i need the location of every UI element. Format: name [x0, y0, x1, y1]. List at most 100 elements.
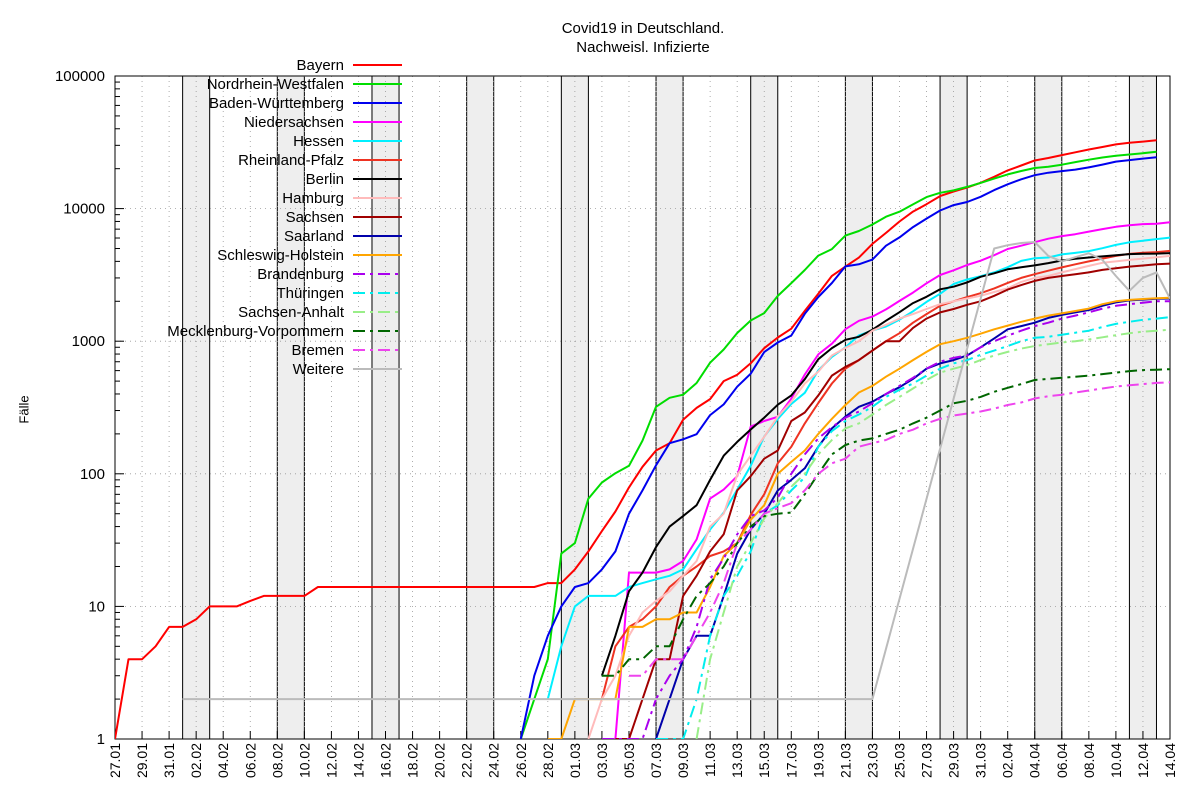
legend-label: Hessen [293, 133, 344, 150]
series-line-hamburg [587, 254, 1170, 739]
x-tick-label: 23.03 [864, 743, 880, 778]
legend-label: Baden-Württemberg [209, 95, 344, 112]
plot-frame [114, 75, 1171, 740]
legend-label: Nordrhein-Westfalen [207, 76, 344, 93]
x-tick-label: 22.02 [459, 743, 475, 778]
x-tick-label: 03.03 [594, 743, 610, 778]
x-tick-label: 07.03 [648, 743, 664, 778]
weekend-band [1129, 76, 1157, 739]
y-axis-ticks: 1 10 100 1000 10000 100000 [55, 68, 124, 748]
legend-label: Weitere [293, 361, 344, 378]
chart-subtitle: Nachweisl. Infizierte [576, 39, 710, 56]
series-line-rheinland-pfalz [600, 249, 1170, 700]
x-tick-label: 27.03 [919, 743, 935, 778]
series-line-berlin [600, 252, 1170, 677]
legend-label: Thüringen [276, 285, 344, 302]
data-series [115, 139, 1170, 739]
weekend-band [466, 76, 494, 739]
y-tick-label: 10000 [63, 201, 105, 218]
x-tick-label: 21.03 [837, 743, 853, 778]
series-line-weitere [182, 241, 1170, 701]
legend-label: Rheinland-Pfalz [238, 152, 344, 169]
x-tick-label: 06.02 [242, 743, 258, 778]
series-line-nordrhein-westfalen [519, 150, 1157, 739]
series-line-schleswig-holstein [547, 296, 1170, 739]
x-tick-label: 10.02 [296, 743, 312, 778]
x-tick-label: 13.03 [729, 743, 745, 778]
legend-label: Bremen [291, 342, 344, 359]
series-line-sachsen [615, 262, 1170, 739]
x-tick-label: 08.02 [269, 743, 285, 778]
legend-label: Berlin [306, 171, 344, 188]
x-tick-label: 12.04 [1135, 743, 1151, 778]
x-tick-label: 29.01 [134, 743, 150, 778]
x-tick-label: 20.02 [432, 743, 448, 778]
legend-label: Brandenburg [257, 266, 344, 283]
weekend-band [277, 76, 305, 739]
series-line-mecklenburg-vorpommern [601, 368, 1170, 677]
chart-title: Covid19 in Deutschland. [561, 20, 725, 37]
x-tick-label: 25.03 [891, 743, 907, 778]
weekend-band [182, 76, 210, 739]
x-tick-label: 18.02 [405, 743, 421, 778]
series-line-sachsen-anhalt [695, 328, 1170, 739]
series-line-bremen [629, 381, 1170, 677]
x-axis-ticks: 27.01 29.01 31.01 02.02 04.02 06.02 08.02 10.02… [107, 731, 1178, 778]
vertical-grid [114, 76, 1171, 739]
x-tick-label: 09.03 [675, 743, 691, 778]
x-tick-label: 14.04 [1162, 743, 1178, 778]
plot-border [114, 75, 1171, 740]
legend-label: Schleswig-Holstein [217, 247, 344, 264]
x-tick-label: 11.03 [702, 743, 718, 777]
x-tick-label: 16.02 [378, 743, 394, 778]
legend-label: Saarland [284, 228, 344, 245]
x-tick-label: 27.01 [107, 743, 123, 778]
x-tick-label: 31.03 [973, 743, 989, 778]
x-tick-label: 31.01 [161, 743, 177, 778]
legend-label: Bayern [296, 57, 344, 74]
x-tick-label: 04.04 [1027, 743, 1043, 778]
weekend-band [940, 76, 968, 739]
y-tick-label: 100 [80, 466, 105, 483]
x-tick-label: 01.03 [567, 743, 583, 778]
x-tick-label: 29.03 [946, 743, 962, 778]
x-tick-label: 10.04 [1108, 743, 1124, 778]
x-tick-label: 02.02 [188, 743, 204, 778]
legend-label: Hamburg [282, 190, 344, 207]
legend-label: Sachsen-Anhalt [238, 304, 345, 321]
x-tick-label: 24.02 [486, 743, 502, 778]
legend-label: Niedersachsen [244, 114, 344, 131]
y-tick-label: 1000 [72, 333, 105, 350]
x-tick-label: 06.04 [1054, 743, 1070, 778]
weekend-band [656, 76, 684, 739]
legend-label: Sachsen [286, 209, 344, 226]
x-tick-label: 19.03 [810, 743, 826, 778]
x-tick-label: 04.02 [215, 743, 231, 778]
y-tick-label: 10 [88, 598, 105, 615]
series-line-bayern [115, 139, 1157, 739]
series-line-saarland [655, 297, 1170, 739]
series-line-niedersachsen [614, 221, 1170, 739]
x-tick-label: 05.03 [621, 743, 637, 778]
x-tick-label: 14.02 [350, 743, 366, 778]
series-line-brandenburg [601, 300, 1170, 739]
x-tick-label: 17.03 [783, 743, 799, 778]
x-tick-label: 28.02 [540, 743, 556, 778]
weekend-band [371, 76, 400, 739]
x-tick-label: 26.02 [513, 743, 529, 778]
legend: Bayern Nordrhein-Westfalen Baden-Württembe… [167, 57, 402, 378]
series-line-th-ringen [656, 316, 1170, 739]
y-tick-label: 100000 [55, 68, 105, 85]
weekend-band [561, 76, 589, 739]
weekend-band [1034, 76, 1062, 739]
x-tick-label: 15.03 [756, 743, 772, 778]
x-tick-label: 08.04 [1081, 743, 1097, 778]
y-tick-label: 1 [97, 731, 105, 748]
series-line-hessen [546, 236, 1170, 700]
x-tick-label: 12.02 [323, 743, 339, 778]
legend-label: Mecklenburg-Vorpommern [167, 323, 344, 340]
x-tick-label: 02.04 [1000, 743, 1016, 778]
horizontal-grid [115, 208, 1170, 607]
series-line-baden-w-rttemberg [519, 156, 1157, 739]
